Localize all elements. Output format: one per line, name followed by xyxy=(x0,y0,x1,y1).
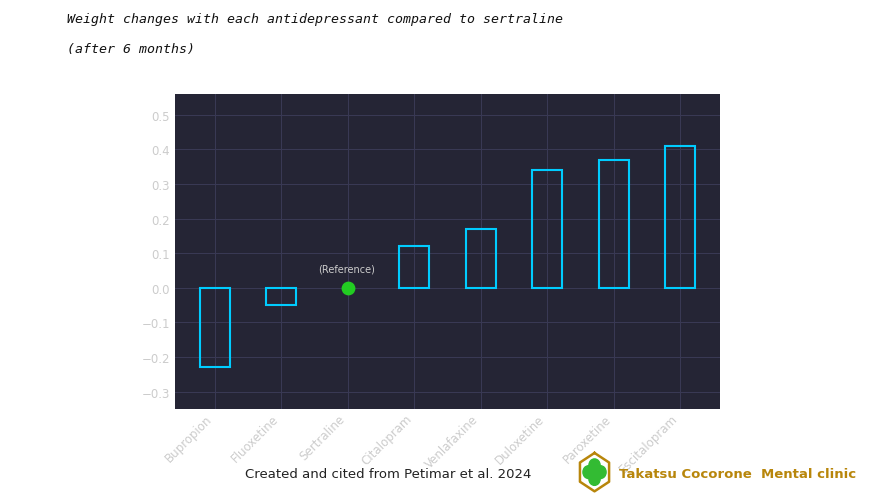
Circle shape xyxy=(589,472,600,485)
Bar xyxy=(266,288,296,306)
Point xyxy=(341,284,355,292)
Text: (Reference): (Reference) xyxy=(318,265,375,275)
Bar xyxy=(665,147,695,288)
Bar xyxy=(465,229,496,288)
Circle shape xyxy=(595,466,606,478)
Text: Weight changes with each antidepressant compared to sertraline: Weight changes with each antidepressant … xyxy=(67,13,562,26)
Text: Created and cited from Petimar et al. 2024: Created and cited from Petimar et al. 20… xyxy=(245,467,531,480)
Bar xyxy=(400,247,429,288)
Bar xyxy=(532,171,562,288)
Circle shape xyxy=(583,466,595,478)
Bar xyxy=(599,160,628,288)
Bar xyxy=(200,288,230,368)
Circle shape xyxy=(589,459,600,472)
Text: (after 6 months): (after 6 months) xyxy=(67,43,195,56)
Text: Takatsu Cocorone  Mental clinic: Takatsu Cocorone Mental clinic xyxy=(619,467,855,480)
